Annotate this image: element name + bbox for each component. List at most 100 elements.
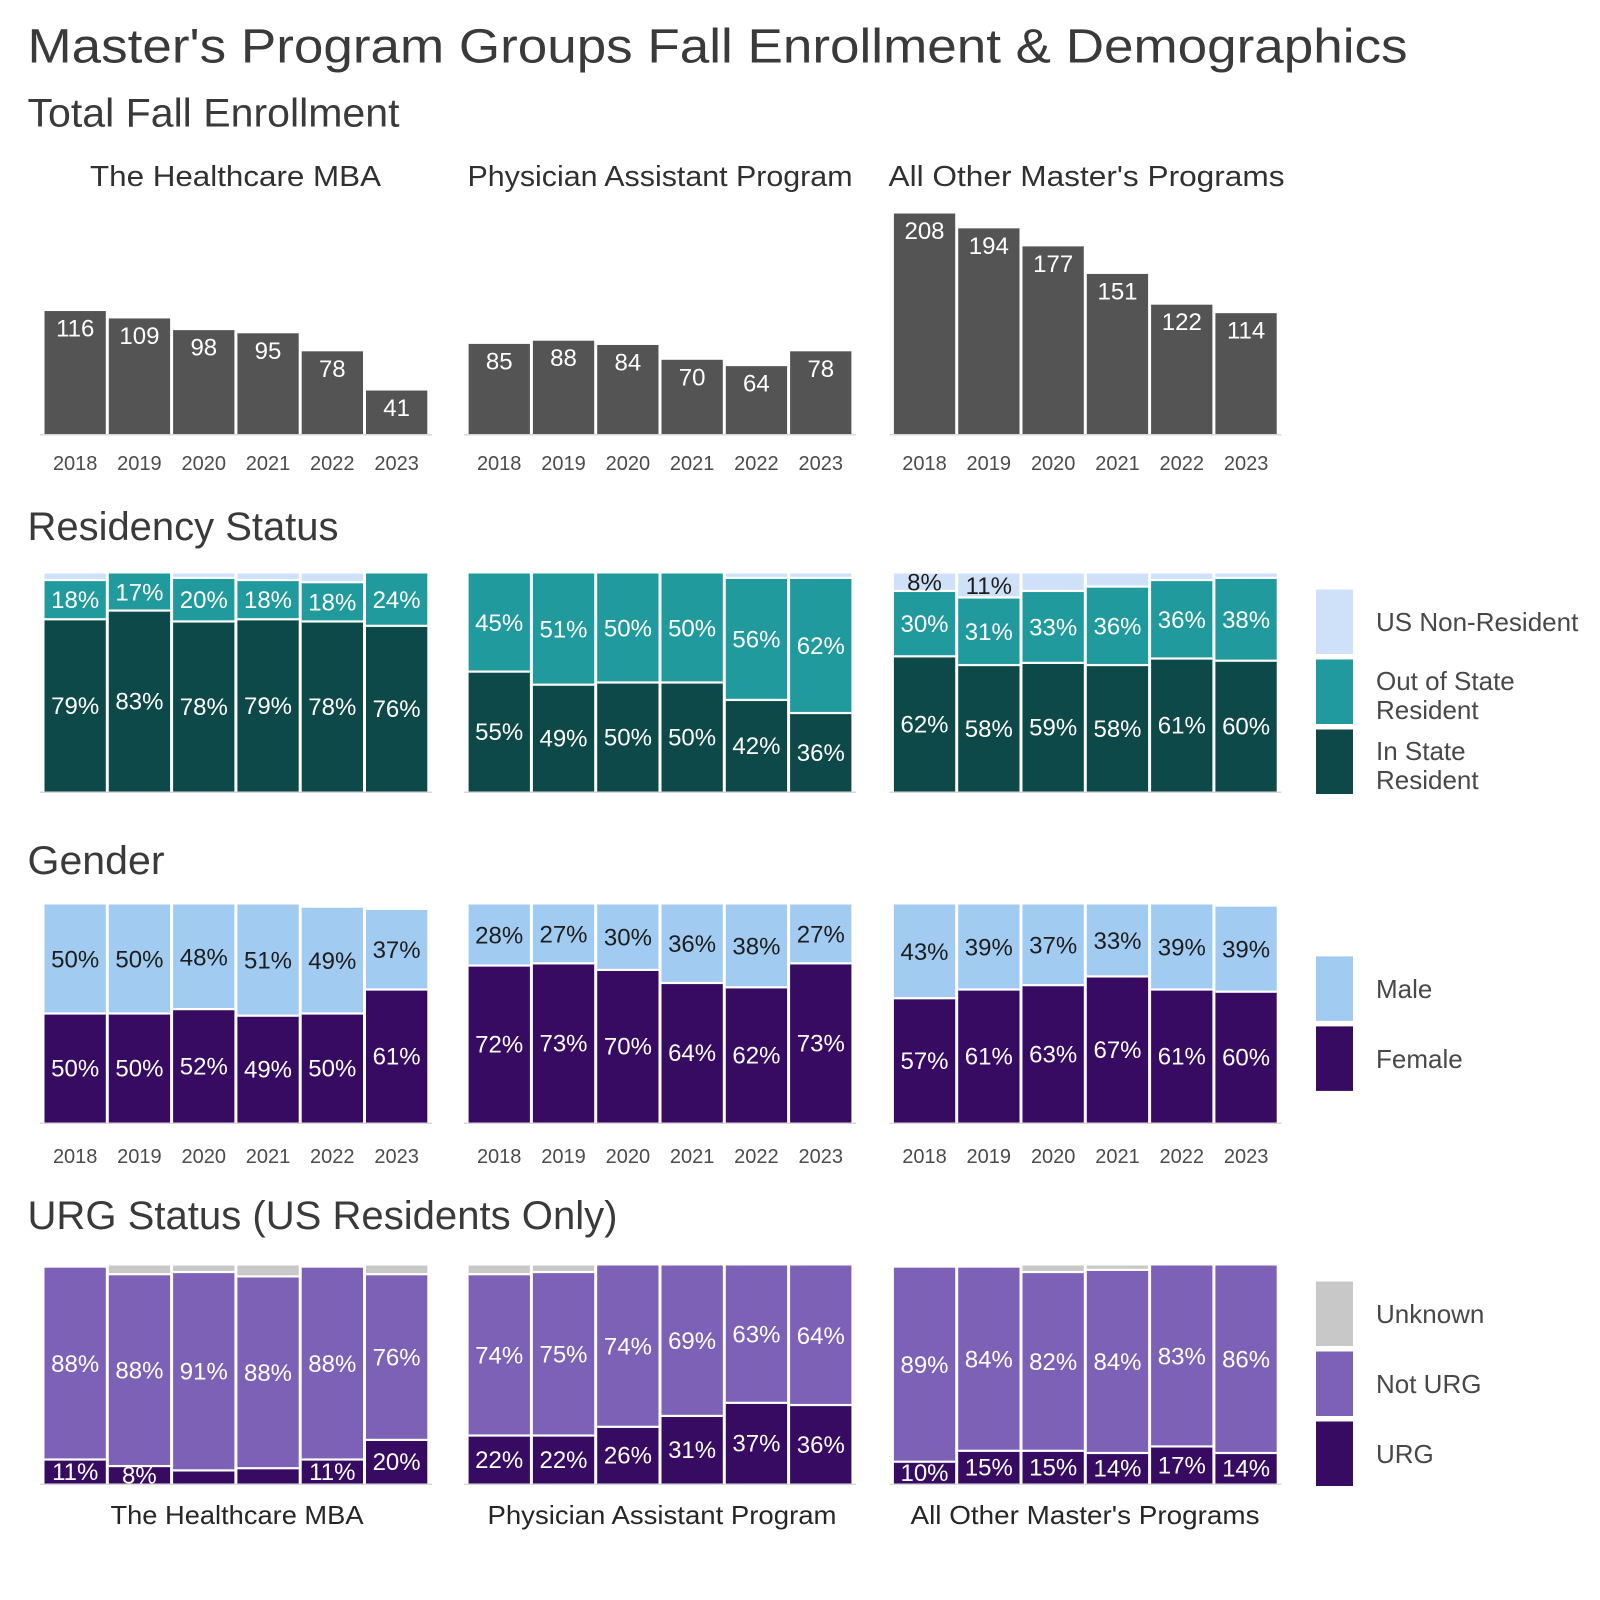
svg-text:50%: 50% (668, 725, 716, 752)
svg-text:61%: 61% (965, 1044, 1013, 1071)
svg-text:43%: 43% (900, 939, 948, 966)
svg-text:122: 122 (1162, 309, 1202, 336)
svg-text:59%: 59% (1029, 715, 1077, 742)
svg-text:Resident: Resident (1376, 765, 1479, 795)
svg-text:91%: 91% (180, 1359, 228, 1386)
svg-text:20%: 20% (373, 1449, 421, 1476)
svg-text:50%: 50% (51, 1056, 99, 1083)
svg-text:2018: 2018 (477, 453, 522, 475)
svg-text:2021: 2021 (1095, 1146, 1140, 1168)
svg-text:In State: In State (1376, 736, 1466, 766)
svg-text:42%: 42% (732, 733, 780, 760)
svg-text:37%: 37% (373, 937, 421, 964)
svg-text:2019: 2019 (117, 453, 162, 475)
svg-text:50%: 50% (604, 616, 652, 643)
svg-text:50%: 50% (668, 616, 716, 643)
svg-text:64%: 64% (797, 1323, 845, 1350)
svg-text:17%: 17% (115, 580, 163, 607)
svg-text:63%: 63% (732, 1322, 780, 1349)
svg-text:49%: 49% (244, 1057, 292, 1084)
svg-text:2019: 2019 (967, 1146, 1012, 1168)
svg-text:8%: 8% (907, 570, 942, 597)
svg-text:36%: 36% (797, 1432, 845, 1459)
svg-text:8%: 8% (122, 1462, 157, 1489)
svg-text:Physician Assistant Program: Physician Assistant Program (488, 1500, 837, 1530)
svg-text:Residency Status: Residency Status (28, 505, 339, 549)
svg-text:78: 78 (807, 356, 834, 383)
svg-text:37%: 37% (1029, 932, 1077, 959)
svg-text:109: 109 (119, 323, 159, 350)
svg-text:2022: 2022 (310, 1146, 355, 1168)
svg-text:All Other Master's Programs: All Other Master's Programs (889, 161, 1285, 193)
svg-text:37%: 37% (732, 1431, 780, 1458)
svg-text:Total Fall Enrollment: Total Fall Enrollment (28, 92, 400, 136)
svg-text:31%: 31% (965, 619, 1013, 646)
svg-text:11%: 11% (52, 1459, 98, 1486)
svg-text:All Other Master's Programs: All Other Master's Programs (911, 1500, 1260, 1530)
svg-text:2020: 2020 (182, 1146, 227, 1168)
svg-text:208: 208 (904, 218, 944, 245)
svg-text:76%: 76% (373, 1345, 421, 1372)
svg-text:The Healthcare MBA: The Healthcare MBA (111, 1500, 365, 1530)
svg-text:61%: 61% (1158, 1044, 1206, 1071)
svg-text:Out of State: Out of State (1376, 666, 1515, 696)
svg-text:52%: 52% (180, 1053, 228, 1080)
svg-text:2021: 2021 (1095, 453, 1140, 475)
svg-text:30%: 30% (604, 925, 652, 952)
svg-text:30%: 30% (900, 611, 948, 638)
svg-text:US Non-Resident: US Non-Resident (1376, 607, 1579, 637)
svg-text:194: 194 (969, 233, 1009, 260)
svg-text:2018: 2018 (53, 1146, 98, 1168)
svg-text:Master's Program Groups Fall E: Master's Program Groups Fall Enrollment … (28, 21, 1408, 74)
svg-text:75%: 75% (539, 1341, 587, 1368)
svg-text:2018: 2018 (902, 1146, 947, 1168)
svg-text:2021: 2021 (246, 453, 291, 475)
svg-text:98: 98 (190, 335, 217, 362)
svg-text:2020: 2020 (182, 453, 227, 475)
svg-text:64: 64 (743, 371, 770, 398)
svg-text:84%: 84% (965, 1347, 1013, 1374)
svg-text:51%: 51% (244, 948, 292, 975)
svg-text:63%: 63% (1029, 1041, 1077, 1068)
svg-text:88%: 88% (51, 1351, 99, 1378)
svg-text:151: 151 (1097, 278, 1137, 305)
svg-text:76%: 76% (373, 696, 421, 723)
svg-text:48%: 48% (180, 944, 228, 971)
svg-text:2022: 2022 (310, 453, 355, 475)
svg-text:36%: 36% (797, 740, 845, 767)
svg-text:2023: 2023 (374, 1146, 419, 1168)
svg-text:78%: 78% (308, 694, 356, 721)
svg-text:2019: 2019 (541, 453, 586, 475)
svg-text:41: 41 (383, 395, 410, 422)
svg-text:24%: 24% (373, 587, 421, 614)
svg-text:2023: 2023 (799, 453, 844, 475)
svg-text:50%: 50% (115, 947, 163, 974)
svg-text:116: 116 (56, 316, 94, 343)
svg-text:2018: 2018 (477, 1146, 522, 1168)
svg-text:36%: 36% (668, 931, 716, 958)
svg-text:72%: 72% (475, 1032, 523, 1059)
svg-text:70%: 70% (604, 1034, 652, 1061)
svg-text:39%: 39% (1158, 935, 1206, 962)
svg-text:83%: 83% (115, 689, 163, 716)
svg-text:84: 84 (615, 350, 642, 377)
svg-text:83%: 83% (1158, 1344, 1206, 1371)
svg-text:14%: 14% (1222, 1456, 1270, 1483)
svg-text:79%: 79% (51, 693, 99, 720)
svg-text:2022: 2022 (1160, 453, 1205, 475)
svg-text:55%: 55% (475, 719, 523, 746)
svg-text:74%: 74% (604, 1334, 652, 1361)
svg-text:18%: 18% (308, 589, 356, 616)
svg-text:79%: 79% (244, 693, 292, 720)
svg-text:45%: 45% (475, 610, 523, 637)
svg-text:Physician Assistant Program: Physician Assistant Program (468, 161, 853, 193)
svg-text:38%: 38% (1222, 607, 1270, 634)
svg-text:2022: 2022 (734, 453, 779, 475)
svg-text:74%: 74% (475, 1342, 523, 1369)
svg-text:2023: 2023 (1224, 453, 1269, 475)
svg-text:18%: 18% (51, 587, 99, 614)
svg-text:22%: 22% (475, 1447, 523, 1474)
svg-text:60%: 60% (1222, 1045, 1270, 1072)
svg-text:114: 114 (1227, 318, 1265, 345)
svg-text:18%: 18% (244, 587, 292, 614)
